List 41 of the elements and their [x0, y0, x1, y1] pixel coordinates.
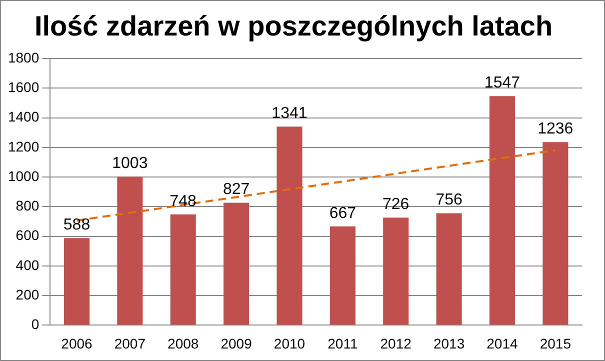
- data-label: 756: [436, 192, 462, 209]
- x-tick-label: 2012: [380, 335, 412, 352]
- y-tick-label: 200: [16, 286, 40, 302]
- x-tick-label: 2008: [168, 335, 199, 352]
- data-label: 1236: [538, 120, 574, 138]
- bar: [542, 142, 568, 325]
- x-tick-label: 2006: [61, 335, 93, 352]
- y-tick-label: 800: [16, 198, 40, 214]
- data-label: 748: [170, 192, 197, 210]
- bar: [330, 226, 356, 325]
- x-tick-label: 2011: [328, 335, 358, 352]
- x-tick-label: 2009: [220, 335, 252, 352]
- bar: [224, 202, 250, 325]
- y-tick-label: 0: [31, 316, 40, 332]
- data-label: 1547: [484, 74, 520, 92]
- y-tick-label: 1600: [8, 79, 40, 96]
- y-tick-label: 400: [16, 256, 40, 273]
- y-tick-label: 1800: [8, 49, 40, 66]
- data-label: 1003: [112, 155, 148, 172]
- bar: [170, 214, 196, 325]
- y-tick-label: 1200: [8, 138, 40, 154]
- bar: [489, 96, 515, 325]
- data-label: 726: [382, 196, 410, 214]
- bar: [383, 218, 409, 325]
- x-tick-label: 2013: [433, 335, 465, 352]
- x-tick-label: 2007: [114, 335, 146, 352]
- x-tick-label: 2014: [486, 335, 518, 352]
- bar: [436, 213, 462, 325]
- y-tick-label: 600: [16, 227, 40, 244]
- data-label: 827: [222, 181, 250, 198]
- y-tick-label: 1000: [8, 168, 40, 184]
- chart-title: Ilość zdarzeń w poszczególnych latach: [34, 10, 553, 42]
- x-tick-label: 2010: [274, 335, 306, 352]
- bar: [64, 238, 90, 325]
- data-label: 588: [63, 216, 90, 234]
- x-tick-label: 2015: [540, 335, 572, 352]
- data-label: 667: [329, 204, 356, 222]
- data-label: 1341: [272, 104, 308, 122]
- bar: [117, 176, 143, 325]
- bar: [276, 126, 302, 325]
- y-tick-label: 1400: [8, 108, 40, 125]
